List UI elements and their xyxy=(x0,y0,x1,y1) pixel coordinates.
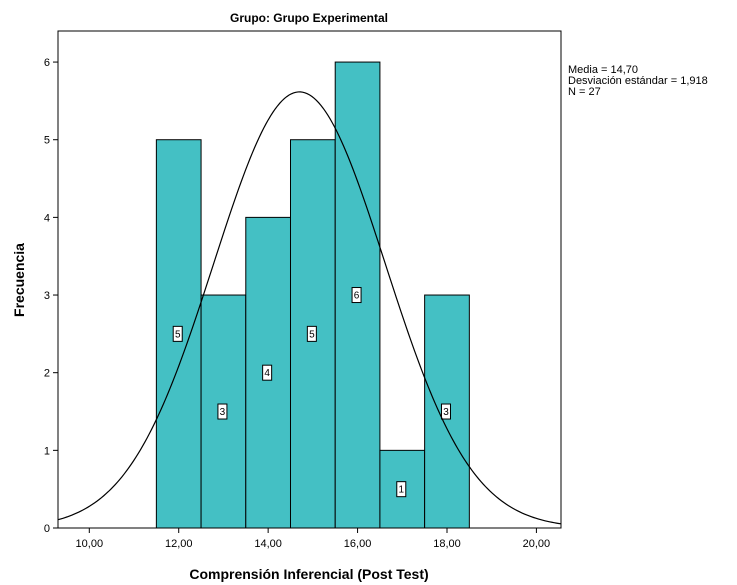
y-axis-label: Frecuencia xyxy=(11,243,27,317)
bar-value-label: 4 xyxy=(264,368,270,379)
bar-value-label: 1 xyxy=(398,485,404,496)
stat-n: N = 27 xyxy=(568,86,601,98)
bars-group xyxy=(155,61,470,529)
normal-curve xyxy=(57,91,562,525)
bar-value-box xyxy=(396,481,407,498)
x-tick-label: 12,00 xyxy=(165,538,193,550)
y-tick-label: 3 xyxy=(44,290,50,302)
x-tick-label: 20,00 xyxy=(523,538,551,550)
bar-value-label: 5 xyxy=(309,329,315,340)
y-axis: 0 1 2 3 4 5 6 xyxy=(44,57,58,535)
x-tick-label: 18,00 xyxy=(433,538,461,550)
bar-value-label: 3 xyxy=(443,407,449,418)
x-tick-label: 14,00 xyxy=(254,538,282,550)
stat-mean: Media = 14,70 xyxy=(568,64,638,76)
bar-value-box xyxy=(262,364,273,381)
bar-labels-group: 5 3 4 5 6 1 3 xyxy=(172,287,451,498)
x-tick-label: 16,00 xyxy=(344,538,372,550)
x-axis: 10,00 12,00 14,00 16,00 18,00 20,00 xyxy=(76,528,551,550)
y-tick-label: 2 xyxy=(44,368,50,380)
bar-value-label: 6 xyxy=(354,291,360,302)
y-tick-label: 6 xyxy=(44,57,50,69)
bar-value-box xyxy=(351,287,362,304)
bar-value-box xyxy=(172,325,183,342)
bar-value-label: 3 xyxy=(220,407,226,418)
bar-value-box xyxy=(306,325,317,342)
bar-value-label: 5 xyxy=(175,329,181,340)
stat-std-dev: Desviación estándar = 1,918 xyxy=(568,75,708,87)
y-tick-label: 5 xyxy=(44,135,50,147)
y-tick-label: 0 xyxy=(44,523,50,535)
y-tick-label: 1 xyxy=(44,445,50,457)
x-axis-label: Comprensión Inferencial (Post Test) xyxy=(189,566,428,582)
chart-title: Grupo: Grupo Experimental xyxy=(230,11,388,25)
y-tick-label: 4 xyxy=(44,212,50,224)
bar-value-box xyxy=(217,403,228,420)
stats-box: Media = 14,70 Desviación estándar = 1,91… xyxy=(568,64,708,98)
bar xyxy=(424,294,470,529)
bar-value-box xyxy=(440,403,451,420)
x-tick-label: 10,00 xyxy=(76,538,104,550)
